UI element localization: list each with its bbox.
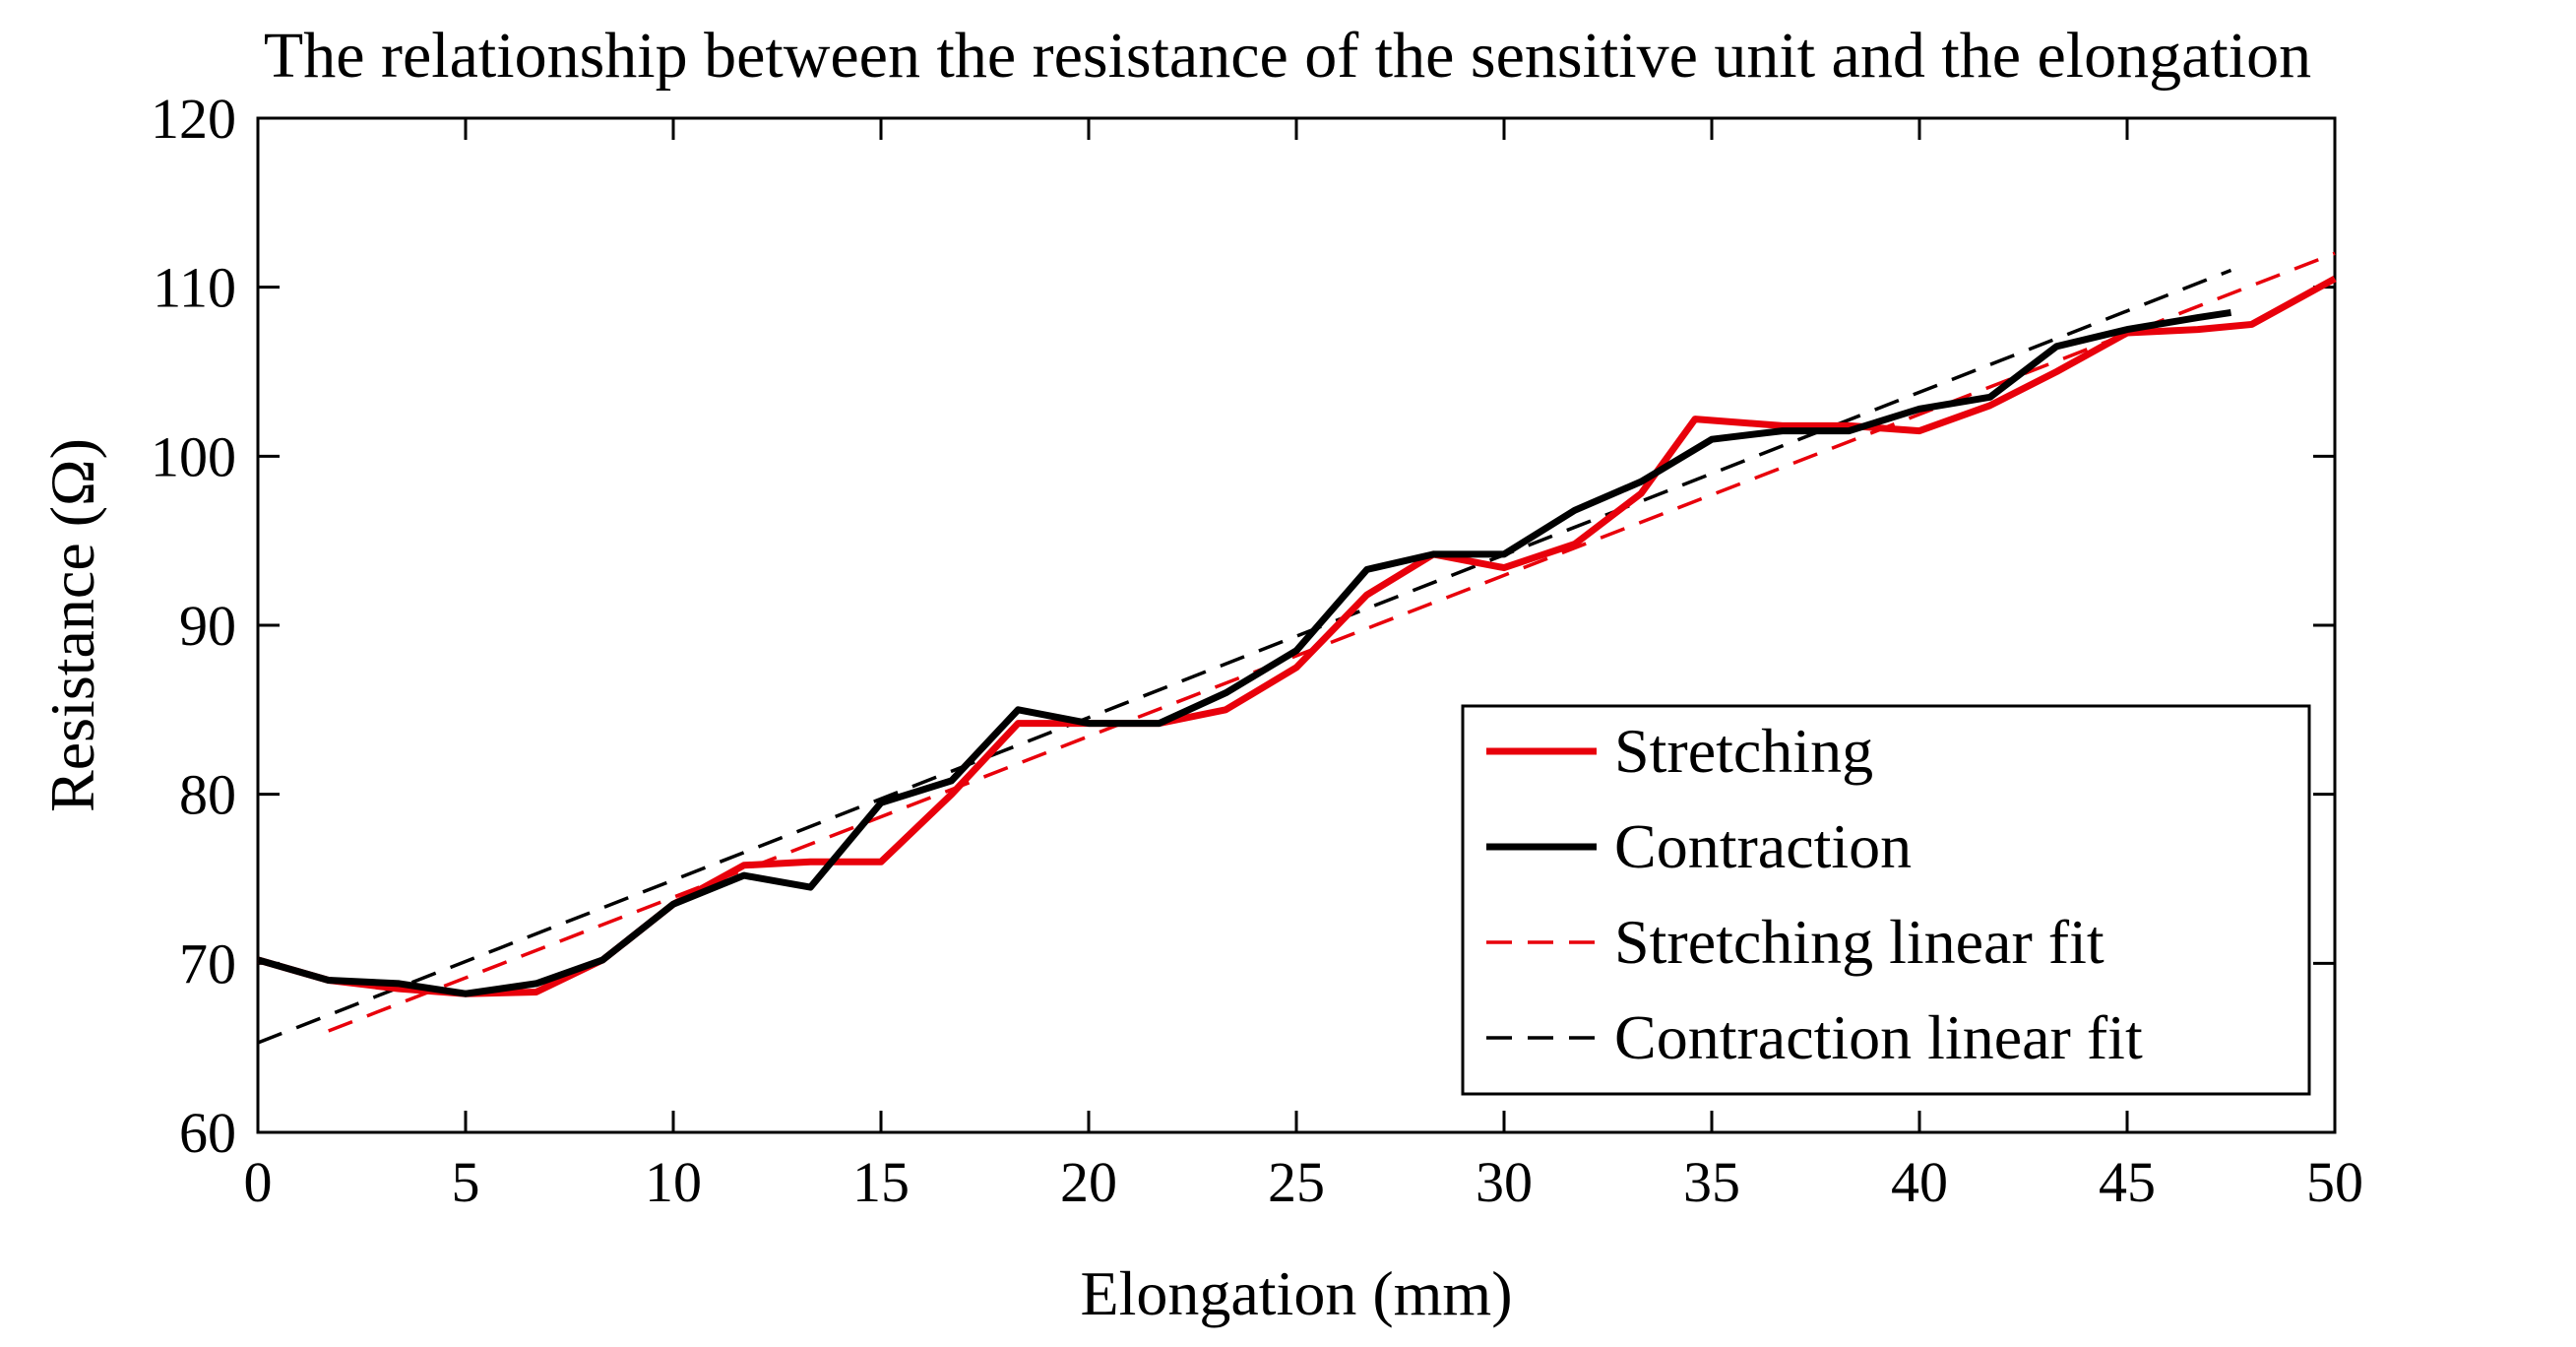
legend-label: Stretching xyxy=(1614,716,1873,786)
series-line-contraction-linear-fit xyxy=(257,268,2232,1045)
legend-box xyxy=(1461,704,2311,1096)
x-tick-label: 0 xyxy=(244,1150,273,1214)
x-tick-label: 10 xyxy=(645,1150,702,1214)
x-tick-label: 30 xyxy=(1476,1150,1533,1214)
series-layer xyxy=(257,251,2337,1045)
legend-label: Contraction linear fit xyxy=(1614,1002,2143,1072)
y-tick-label: 60 xyxy=(179,1101,236,1165)
y-tick-label: 110 xyxy=(153,256,236,320)
x-tick-label: 50 xyxy=(2306,1150,2363,1214)
legend-label: Contraction xyxy=(1614,811,1912,881)
x-tick-label: 45 xyxy=(2099,1150,2156,1214)
legend-label: Stretching linear fit xyxy=(1614,907,2105,977)
series-line-stretching-linear-fit xyxy=(328,251,2336,1033)
y-tick-label: 90 xyxy=(179,594,236,658)
legend: Stretching Contraction Stretching linear f… xyxy=(1461,704,2311,1096)
y-tick-label: 100 xyxy=(151,424,236,488)
y-axis-label: Resistance (Ω) xyxy=(37,438,107,812)
x-tick-label: 40 xyxy=(1891,1150,1948,1214)
y-tick-label: 80 xyxy=(179,763,236,827)
x-axis-label: Elongation (mm) xyxy=(1080,1258,1512,1328)
x-tick-label: 20 xyxy=(1060,1150,1117,1214)
y-tick-label: 120 xyxy=(151,87,236,151)
x-tick-label: 5 xyxy=(452,1150,480,1214)
x-tick-label: 25 xyxy=(1268,1150,1325,1214)
x-axis: 0 5 10 15 20 25 30 35 40 45 50 xyxy=(244,118,2363,1214)
chart-title: The relationship between the resistance … xyxy=(264,20,2311,92)
series-line-contraction xyxy=(257,308,2232,997)
y-tick-label: 70 xyxy=(179,931,236,995)
x-tick-label: 35 xyxy=(1683,1150,1740,1214)
x-tick-label: 15 xyxy=(852,1150,910,1214)
y-axis: 60 70 80 90 100 110 120 xyxy=(151,87,2335,1165)
